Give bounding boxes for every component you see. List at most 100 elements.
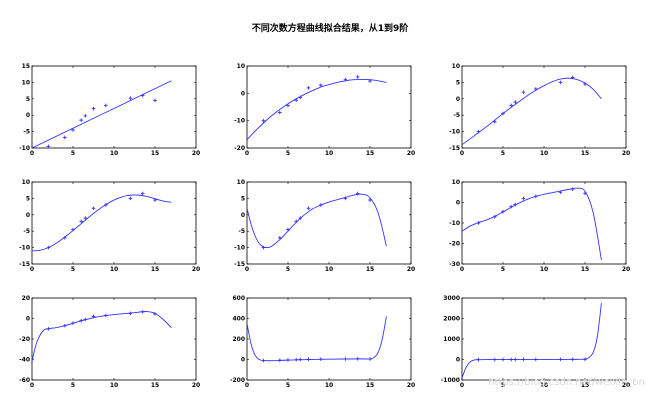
subplot-6: 0 5 10 15 20 -30 -20 -10 0 10: [449, 179, 630, 273]
x-tick-label: 20: [622, 150, 630, 157]
data-point: [476, 357, 481, 362]
data-point: [534, 87, 538, 91]
data-point: [261, 245, 266, 250]
data-point: [521, 196, 526, 201]
y-tick-label: -5: [238, 228, 245, 235]
y-tick-label: -5: [23, 228, 30, 235]
x-tick-label: 5: [286, 266, 290, 273]
data-point: [71, 321, 75, 325]
x-tick-label: 15: [366, 266, 374, 273]
data-point: [306, 86, 311, 90]
fit-curve: [462, 303, 602, 379]
data-point: [286, 103, 290, 108]
y-tick-label: -10: [19, 245, 30, 252]
data-point: [319, 83, 323, 87]
data-point: [319, 203, 323, 207]
y-tick-label: 10: [452, 179, 460, 186]
data-point: [91, 206, 96, 211]
subplot-1: 0 5 10 15 20 -10 -5 0 5 10 15: [19, 63, 200, 157]
axes-box: [461, 297, 627, 381]
fit-curve: [32, 311, 172, 362]
subplot-4: 0 5 10 15 20 -15 -10 -5 0 5 10: [19, 179, 200, 273]
y-tick-label: 15: [22, 63, 30, 70]
data-point: [153, 198, 157, 202]
y-tick-label: -40: [19, 357, 30, 364]
data-point: [140, 310, 145, 314]
x-tick-label: 15: [151, 382, 159, 389]
data-point: [140, 191, 145, 196]
x-tick-label: 20: [192, 382, 200, 389]
x-tick-label: 0: [460, 150, 464, 157]
data-point: [104, 203, 108, 207]
x-tick-label: 20: [407, 382, 415, 389]
x-tick-label: 10: [325, 150, 333, 157]
y-tick-label: 10: [452, 63, 460, 70]
data-point: [558, 190, 563, 195]
data-point: [534, 194, 538, 199]
axes-box: [461, 65, 627, 149]
y-tick-label: -5: [23, 129, 30, 136]
axes-box: [31, 297, 197, 381]
y-tick-label: -15: [234, 261, 245, 268]
figure-title: 不同次数方程曲线拟合结果，从1到9阶: [252, 22, 410, 34]
y-tick-label: 5: [456, 79, 460, 86]
data-point: [501, 209, 505, 214]
data-point: [493, 215, 497, 219]
data-point: [278, 358, 282, 363]
data-point: [513, 100, 518, 104]
x-tick-label: 0: [30, 382, 34, 389]
y-tick-label: 5: [241, 195, 245, 202]
axes-box: [246, 65, 412, 149]
data-point: [140, 93, 145, 98]
y-tick-label: 0: [241, 357, 245, 364]
data-point: [294, 357, 298, 362]
y-tick-label: 0: [26, 316, 30, 323]
axes-box: [246, 297, 412, 381]
x-tick-label: 0: [460, 382, 464, 389]
y-tick-label: 0: [26, 212, 30, 219]
x-tick-label: 10: [540, 150, 548, 157]
fit-curve: [462, 187, 602, 260]
y-tick-label: -1000: [441, 377, 460, 384]
x-tick-label: 5: [71, 382, 75, 389]
data-point: [278, 110, 282, 115]
y-tick-label: 5: [26, 96, 30, 103]
y-tick-label: 0: [456, 357, 460, 364]
data-point: [46, 245, 51, 250]
data-point: [306, 357, 311, 362]
x-tick-label: 15: [581, 150, 589, 157]
data-point: [355, 357, 360, 361]
fit-curve: [32, 194, 172, 252]
data-point: [298, 357, 303, 362]
fit-curve: [32, 80, 172, 148]
x-tick-label: 0: [30, 266, 34, 273]
y-tick-label: -200: [230, 377, 245, 384]
data-point: [558, 80, 563, 85]
data-point: [153, 312, 157, 316]
y-tick-label: -60: [19, 377, 30, 384]
y-tick-label: -10: [234, 118, 245, 125]
y-tick-label: -10: [449, 129, 460, 136]
data-point: [128, 311, 133, 316]
data-point: [368, 357, 372, 361]
x-tick-label: 10: [110, 382, 118, 389]
x-tick-label: 0: [245, 150, 249, 157]
data-point: [509, 204, 513, 209]
y-tick-label: 10: [22, 179, 30, 186]
data-point: [128, 96, 133, 100]
y-tick-label: 200: [232, 336, 245, 343]
axes-box: [246, 181, 412, 265]
data-point: [570, 75, 575, 80]
data-point: [583, 357, 587, 362]
x-tick-label: 15: [151, 266, 159, 273]
subplot-7: 0 5 10 15 20 -60 -40 -20 0 20: [19, 295, 200, 389]
y-tick-label: 20: [22, 295, 30, 302]
x-tick-label: 5: [501, 266, 505, 273]
x-tick-label: 20: [407, 150, 415, 157]
data-point: [294, 219, 298, 224]
y-tick-label: 3000: [443, 295, 460, 302]
data-point: [278, 235, 282, 240]
fit-curve: [462, 77, 602, 146]
